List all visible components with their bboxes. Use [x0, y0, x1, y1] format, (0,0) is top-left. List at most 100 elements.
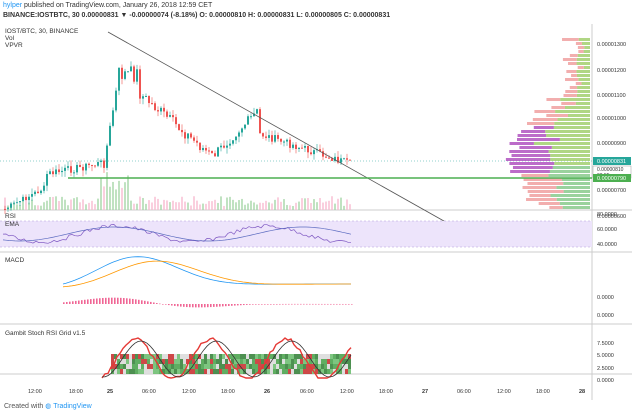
stoch-grid-cell	[270, 354, 273, 359]
candle-body	[154, 103, 156, 111]
stoch-grid-cell	[219, 369, 222, 374]
volume-bar	[166, 200, 168, 210]
vpvr-up-bar	[563, 190, 590, 193]
vpvr-down-bar	[532, 118, 558, 121]
price-badge-last	[593, 157, 631, 165]
volume-bar	[337, 198, 339, 210]
volume-bar	[220, 196, 222, 210]
candle-body	[295, 144, 297, 149]
stoch-grid-cell	[318, 354, 321, 359]
stoch-grid-cell	[177, 364, 180, 369]
candle-body	[193, 137, 195, 141]
stoch-grid-cell	[303, 369, 306, 374]
volume-bar	[298, 201, 300, 210]
tradingview-link[interactable]: TradingView	[53, 403, 92, 410]
chart-area[interactable]: IOST/BTC, 30, BINANCE Vol VPVR 0.0000130…	[0, 24, 632, 400]
vpvr-down-bar	[538, 202, 560, 205]
stoch-grid-cell	[240, 369, 243, 374]
vpvr-down-bar	[546, 98, 561, 101]
volume-bar	[37, 205, 39, 210]
stoch-grid-cell	[246, 369, 249, 374]
macd-hist-bar	[153, 302, 155, 304]
vpvr-down-bar	[526, 198, 557, 201]
stoch-grid-cell	[192, 364, 195, 369]
stoch-grid-cell	[150, 364, 153, 369]
macd-hist-bar	[276, 304, 278, 305]
stoch-grid-cell	[207, 364, 210, 369]
vpvr-down-bar	[568, 62, 577, 65]
macd-hist-bar	[78, 300, 80, 304]
candles[interactable]	[4, 61, 351, 214]
chart-svg[interactable]: IOST/BTC, 30, BINANCE Vol VPVR 0.0000130…	[0, 24, 632, 400]
stoch-grid-cell	[342, 354, 345, 359]
volume-bar	[112, 181, 114, 210]
stoch-grid-cell	[306, 364, 309, 369]
volume-bar	[184, 201, 186, 210]
vpvr-up-bar	[553, 126, 590, 129]
macd-hist-bar	[261, 304, 263, 305]
candle-body	[289, 139, 291, 148]
volume-bar	[121, 187, 123, 210]
stoch-grid-cell	[231, 354, 234, 359]
volume-bar	[142, 197, 144, 210]
stoch-grid-cell	[249, 369, 252, 374]
stoch-grid-cell	[162, 359, 165, 364]
candle-body	[322, 151, 324, 157]
author-link[interactable]: hylper	[3, 2, 23, 9]
stoch-grid-cell	[201, 364, 204, 369]
stoch-grid-cell	[144, 354, 147, 359]
vpvr-down-bar	[522, 186, 557, 189]
candle-body	[118, 67, 120, 91]
macd-hist-bar	[63, 302, 65, 304]
stoch-grid-cell	[195, 369, 198, 374]
stoch-grid-cell	[207, 354, 210, 359]
macd-hist-bar	[306, 303, 308, 305]
volume-bar	[115, 189, 117, 210]
price-badge-text: 0.00000810	[597, 167, 624, 173]
macd-hist-bar	[171, 304, 173, 306]
macd-hist-bar	[288, 303, 290, 305]
volume-bar	[208, 201, 210, 210]
vpvr-down-bar	[512, 166, 553, 169]
stoch-grid-cell	[336, 369, 339, 374]
stoch-grid-cell	[183, 364, 186, 369]
volume-bar	[58, 201, 60, 210]
volume-bar	[313, 199, 315, 210]
vpvr-down-bar	[521, 130, 546, 133]
volume-bar	[139, 196, 141, 210]
candle-body	[85, 163, 87, 171]
candle-body	[172, 115, 174, 118]
volume-bar	[46, 200, 48, 210]
vpvr-up-bar	[550, 194, 590, 197]
candle-body	[241, 128, 243, 133]
volume-bar	[64, 199, 66, 210]
macd-hist-bar	[150, 301, 152, 304]
vpvr-up-bar	[551, 146, 590, 149]
trend-line[interactable]	[107, 31, 468, 235]
stoch-grid-cell	[171, 359, 174, 364]
vpvr-down-bar	[563, 94, 577, 97]
stoch-grid-cell	[183, 359, 186, 364]
ema-label: EMA	[5, 221, 20, 228]
vpvr-up-bar	[533, 142, 590, 145]
stoch-grid-cell	[114, 369, 117, 374]
price-tick: 0.00000600	[597, 214, 626, 220]
stoch-grid-cell	[291, 359, 294, 364]
vpvr-down-bar	[569, 86, 578, 89]
header: hylper published on TradingView.com, Jan…	[0, 0, 632, 22]
stoch-grid-cell	[330, 364, 333, 369]
stoch-grid-cell	[270, 364, 273, 369]
candle-body	[223, 145, 225, 148]
macd-hist-bar	[327, 303, 329, 305]
volume-bar	[19, 205, 21, 210]
stoch-k-line	[101, 337, 352, 379]
stoch-grid-cell	[291, 354, 294, 359]
price-tick: 0.00001300	[597, 42, 626, 48]
stoch-grid-cell	[261, 359, 264, 364]
price-tick: 0.00000700	[597, 188, 626, 194]
vpvr-up-bar	[562, 206, 590, 209]
volume-bars	[4, 172, 351, 210]
vpvr-up-bar	[562, 178, 590, 181]
volume-bar	[79, 202, 81, 210]
volume-bar	[229, 196, 231, 210]
